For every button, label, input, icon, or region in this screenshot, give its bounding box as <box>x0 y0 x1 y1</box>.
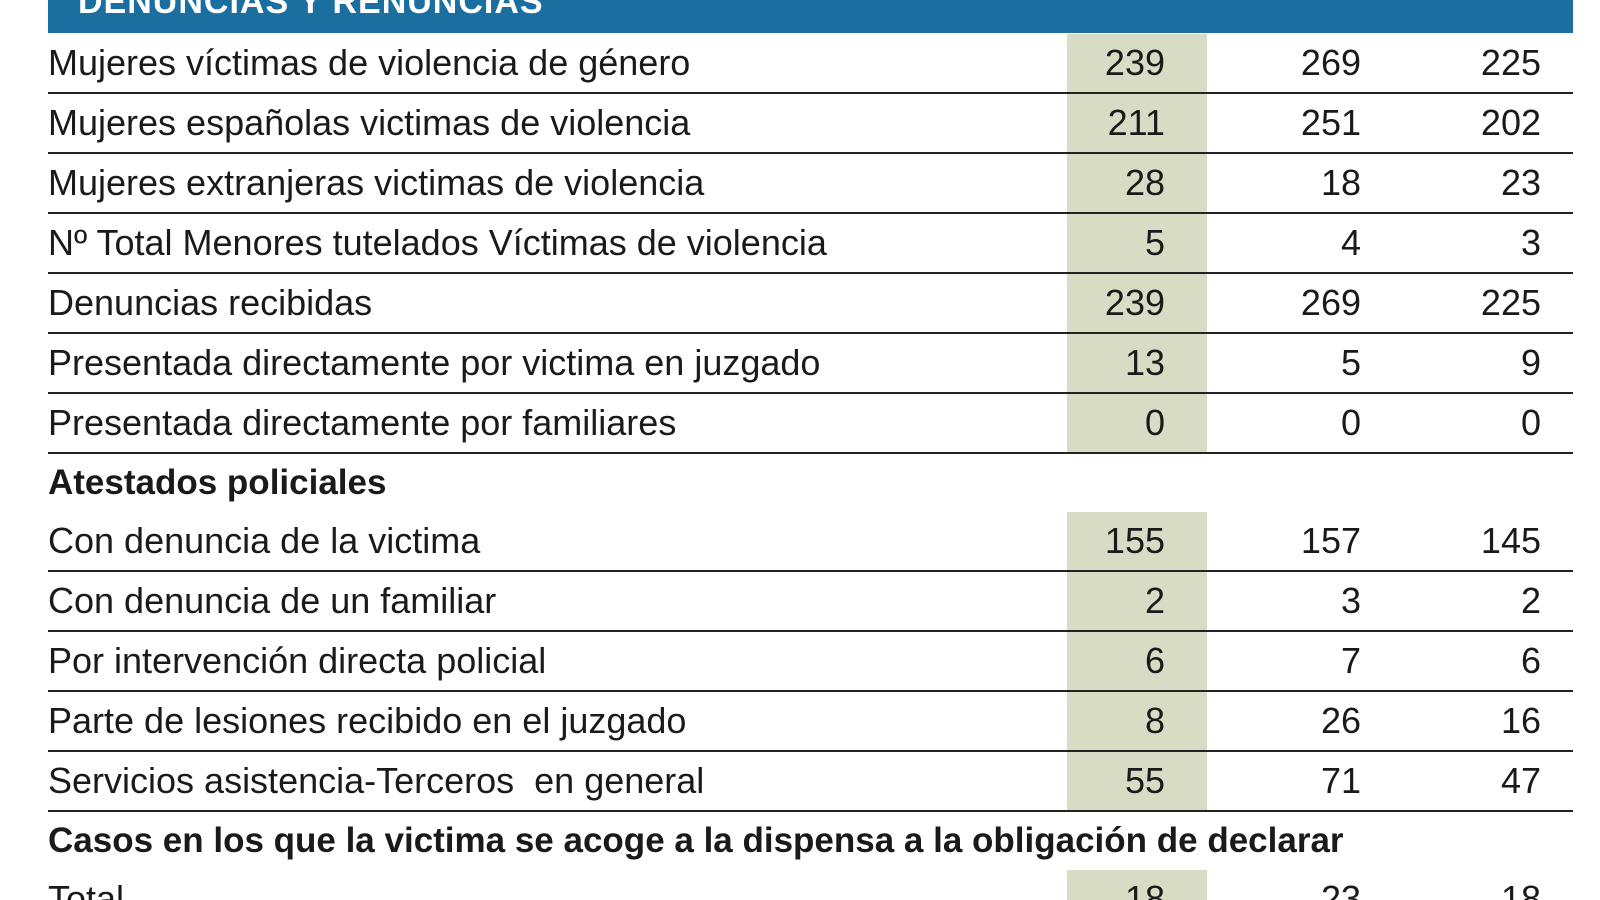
table-row: Por intervención directa policial 6 7 6 <box>48 632 1573 692</box>
highlight-column <box>1067 94 1207 152</box>
highlight-column <box>1067 274 1207 332</box>
highlight-column <box>1067 214 1207 272</box>
highlight-column <box>1067 632 1207 690</box>
cell-value: 5 <box>1144 222 1165 263</box>
cell-value: 6 <box>1144 640 1165 681</box>
highlight-column <box>1067 334 1207 392</box>
cell-value: 9 <box>1520 342 1541 383</box>
cell-value: 225 <box>1480 42 1541 83</box>
cell-value: 157 <box>1300 520 1361 561</box>
table-row: Parte de lesiones recibido en el juzgado… <box>48 692 1573 752</box>
section-row: Casos en los que la victima se acoge a l… <box>48 812 1573 872</box>
cell-value: 7 <box>1340 640 1361 681</box>
row-label: Presentada directamente por familiares <box>48 402 677 443</box>
cell-value: 239 <box>1104 282 1165 323</box>
table-row: Total 18 23 18 <box>48 870 1573 900</box>
cell-value: 23 <box>1320 878 1361 900</box>
highlight-column <box>1067 154 1207 212</box>
table-row: Mujeres víctimas de violencia de género 2… <box>48 34 1573 94</box>
cell-value: 155 <box>1104 520 1165 561</box>
cell-value: 3 <box>1340 580 1361 621</box>
cell-value: 0 <box>1340 402 1361 443</box>
cell-value: 4 <box>1340 222 1361 263</box>
table-row: Presentada directamente por victima en j… <box>48 334 1573 394</box>
cell-value: 145 <box>1480 520 1541 561</box>
row-label: Con denuncia de un familiar <box>48 580 497 621</box>
cell-value: 239 <box>1104 42 1165 83</box>
cell-value: 28 <box>1124 162 1165 203</box>
cell-value: 16 <box>1500 700 1541 741</box>
table-row: Con denuncia de un familiar 2 3 2 <box>48 572 1573 632</box>
section-heading: Atestados policiales <box>48 463 387 502</box>
row-label: Por intervención directa policial <box>48 640 547 681</box>
table-row: Nº Total Menores tutelados Víctimas de v… <box>48 214 1573 274</box>
table-row: Servicios asistencia-Terceros en general… <box>48 752 1573 812</box>
cell-value: 18 <box>1320 162 1361 203</box>
cell-value: 225 <box>1480 282 1541 323</box>
section-row: Atestados policiales <box>48 454 1573 514</box>
highlight-column <box>1067 394 1207 452</box>
table-row: Con denuncia de la victima 155 157 145 <box>48 512 1573 572</box>
cell-value: 71 <box>1320 760 1361 801</box>
cell-value: 55 <box>1124 760 1165 801</box>
cell-value: 18 <box>1500 878 1541 900</box>
row-label: Con denuncia de la victima <box>48 520 481 561</box>
row-label: Mujeres extranjeras victimas de violenci… <box>48 162 705 203</box>
row-label: Nº Total Menores tutelados Víctimas de v… <box>48 222 827 263</box>
highlight-column <box>1067 692 1207 750</box>
cell-value: 8 <box>1144 700 1165 741</box>
cell-value: 2 <box>1144 580 1165 621</box>
row-label: Denuncias recibidas <box>48 282 373 323</box>
table-row: Mujeres extranjeras victimas de violenci… <box>48 154 1573 214</box>
header-bar: DENUNCIAS Y RENUNCIAS <box>48 0 1573 33</box>
cell-value: 3 <box>1520 222 1541 263</box>
cell-value: 47 <box>1500 760 1541 801</box>
cell-value: 5 <box>1340 342 1361 383</box>
highlight-column <box>1067 572 1207 630</box>
cell-value: 0 <box>1520 402 1541 443</box>
highlight-column <box>1067 34 1207 92</box>
cell-value: 251 <box>1300 102 1361 143</box>
row-label: Servicios asistencia-Terceros en general <box>48 760 705 801</box>
cell-value: 18 <box>1124 878 1165 900</box>
row-label: Mujeres españolas victimas de violencia <box>48 102 691 143</box>
cell-value: 0 <box>1144 402 1165 443</box>
header-title: DENUNCIAS Y RENUNCIAS <box>78 0 544 21</box>
cell-value: 6 <box>1520 640 1541 681</box>
cell-value: 202 <box>1480 102 1541 143</box>
cell-value: 2 <box>1520 580 1541 621</box>
section-heading: Casos en los que la victima se acoge a l… <box>48 821 1344 860</box>
highlight-column <box>1067 752 1207 810</box>
row-label: Total <box>48 878 125 900</box>
row-label: Parte de lesiones recibido en el juzgado <box>48 700 687 741</box>
cell-value: 269 <box>1300 282 1361 323</box>
cell-value: 23 <box>1500 162 1541 203</box>
highlight-column <box>1067 870 1207 900</box>
row-label: Mujeres víctimas de violencia de género <box>48 42 691 83</box>
table-row: Mujeres españolas victimas de violencia 2… <box>48 94 1573 154</box>
cell-value: 269 <box>1300 42 1361 83</box>
row-label: Presentada directamente por victima en j… <box>48 342 821 383</box>
cell-value: 26 <box>1320 700 1361 741</box>
cell-value: 13 <box>1124 342 1165 383</box>
table-row: Denuncias recibidas 239 269 225 <box>48 274 1573 334</box>
highlight-column <box>1067 512 1207 570</box>
cell-value: 211 <box>1107 102 1165 143</box>
table-row: Presentada directamente por familiares 0 0… <box>48 394 1573 454</box>
